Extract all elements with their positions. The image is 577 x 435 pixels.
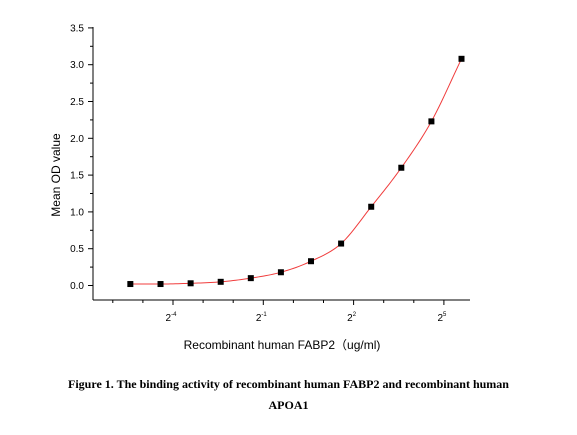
figure-caption-line2: APOA1: [268, 398, 309, 412]
data-point: [398, 164, 405, 171]
y-tick-label: 1.5: [70, 171, 84, 182]
data-point: [157, 281, 164, 288]
x-tick-label: 2-1: [256, 312, 268, 324]
x-axis-title: Recombinant human FABP2（ug/ml): [184, 338, 381, 352]
y-tick-label: 2.5: [70, 97, 84, 108]
x-tick-label: 25: [437, 312, 447, 324]
data-point: [187, 280, 194, 287]
data-point: [428, 118, 435, 125]
x-axis: 2-4 2-1 22 25: [93, 299, 470, 324]
y-tick-label: 2.0: [70, 134, 84, 145]
figure-caption-line1: Figure 1. The binding activity of recomb…: [68, 377, 509, 391]
data-point: [458, 55, 465, 62]
y-axis-title: Mean OD value: [49, 133, 63, 217]
y-tick-label: 0.0: [70, 281, 84, 292]
data-point: [338, 240, 345, 247]
x-tick-label: 2-4: [166, 312, 178, 324]
data-point: [217, 278, 224, 285]
data-point: [247, 275, 254, 282]
x-tick-label: 22: [347, 312, 357, 324]
data-point: [127, 281, 134, 288]
y-tick-label: 3.0: [70, 60, 84, 71]
y-axis: 0.0 0.5 1.0 1.5 2.0 2.5 3.0 3.5: [70, 23, 94, 300]
data-point: [368, 203, 375, 210]
data-point: [308, 258, 315, 265]
fit-curve: [130, 58, 462, 285]
y-tick-label: 0.5: [70, 244, 84, 255]
data-point: [277, 269, 284, 276]
y-tick-label: 1.0: [70, 207, 84, 218]
y-tick-label: 3.5: [70, 23, 84, 34]
